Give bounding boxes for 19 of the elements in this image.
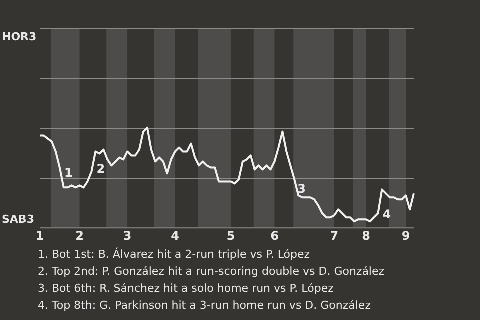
x-tick-label: 6 — [270, 228, 279, 243]
annotation: 4 — [382, 208, 392, 222]
text: 4. Top 8th: G. Parkinson hit a 3-run home run vs D. González — [38, 298, 372, 314]
x-tick-label: 8 — [362, 228, 370, 243]
x-tick-label: 4 — [171, 228, 180, 243]
annotation: 3 — [298, 182, 306, 196]
x-tick-label: 3 — [123, 228, 132, 243]
annotation: 2 — [96, 162, 106, 176]
x-tick-label: 9 — [402, 228, 410, 243]
x-tick-label: 7 — [330, 228, 339, 243]
text: 3. Bot 6th: R. Sánchez hit a solo home run vs P. López — [38, 281, 335, 297]
text: SAB3 — [2, 212, 34, 226]
x-tick-label: 5 — [226, 228, 236, 243]
annotation: 1 — [64, 166, 73, 180]
text: 2. Top 2nd: P. González hit a run-scoring double vs D. González — [38, 264, 386, 280]
x-tick-label: 2 — [76, 228, 84, 243]
x-tick-label: 1 — [36, 228, 44, 243]
text: HOR3 — [2, 30, 37, 44]
text: 1. Bot 1st: B. Álvarez hit a 2-run triple vs P. López — [38, 246, 312, 263]
